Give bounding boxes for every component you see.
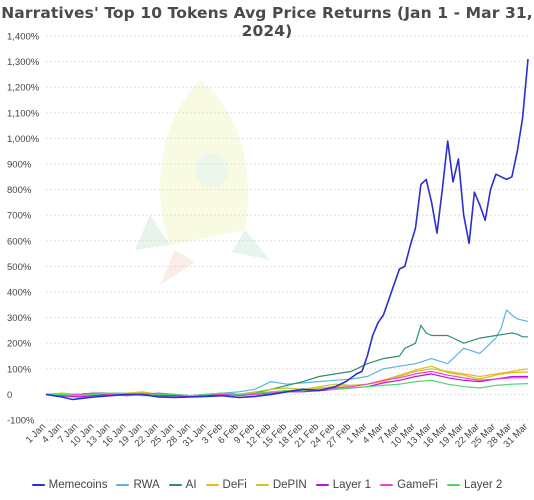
- series-lines: [45, 58, 529, 401]
- rocket-watermark-icon: [135, 80, 270, 285]
- grid-lines: [46, 35, 528, 421]
- series-line-memecoins: [45, 58, 529, 401]
- legend-label: RWA: [133, 479, 160, 491]
- y-tick-label: 1,300%: [7, 57, 40, 68]
- legend-label: Layer 1: [332, 479, 372, 491]
- y-tick-label: 600%: [7, 236, 32, 247]
- y-tick-label: 1,100%: [7, 108, 40, 119]
- legend-swatch: [446, 483, 460, 487]
- y-tick-label: 100%: [7, 364, 32, 375]
- legend-swatch: [380, 483, 394, 487]
- legend-label: Memecoins: [48, 479, 108, 491]
- y-tick-label: 500%: [7, 262, 32, 273]
- legend-label: AI: [185, 479, 197, 491]
- legend-item[interactable]: DePIN: [255, 479, 307, 491]
- chart-title: Narratives' Top 10 Tokens Avg Price Retu…: [1, 4, 533, 40]
- y-tick-label: 900%: [7, 160, 32, 171]
- y-tick-label: 1,400%: [7, 32, 40, 43]
- y-tick-label: 0: [7, 390, 12, 401]
- legend-swatch: [315, 483, 329, 487]
- legend-label: DeFi: [222, 479, 247, 491]
- legend-label: GameFi: [397, 479, 438, 491]
- y-tick-label: 800%: [7, 185, 32, 196]
- y-axis-tick-labels: -100% 0 100% 200% 300% 400% 500% 600% 700% 800% 90…: [7, 32, 40, 427]
- y-tick-label: 400%: [7, 288, 32, 299]
- y-tick-label: 1,000%: [7, 134, 40, 145]
- y-tick-label: 300%: [7, 313, 32, 324]
- y-tick-label: 1,200%: [7, 83, 40, 94]
- legend-swatch: [116, 483, 130, 487]
- legend-label: DePIN: [272, 479, 307, 491]
- legend-item[interactable]: GameFi: [380, 479, 438, 491]
- legend-swatch: [168, 483, 182, 487]
- legend-item[interactable]: Memecoins: [31, 479, 108, 491]
- legend-item[interactable]: Layer 2: [446, 479, 503, 491]
- legend-swatch: [31, 483, 45, 487]
- legend-item[interactable]: AI: [168, 479, 197, 491]
- legend: Memecoins RWA AI DeFi DePIN Layer 1 GameFi Laye…: [0, 479, 534, 491]
- y-tick-label: -100%: [7, 416, 35, 427]
- legend-item[interactable]: DeFi: [205, 479, 247, 491]
- series-line-depin: [45, 365, 529, 397]
- y-tick-label: 200%: [7, 339, 32, 350]
- legend-label: Layer 2: [463, 479, 503, 491]
- legend-item[interactable]: RWA: [116, 479, 160, 491]
- y-tick-label: 700%: [7, 211, 32, 222]
- legend-item[interactable]: Layer 1: [315, 479, 372, 491]
- legend-swatch: [205, 483, 219, 487]
- series-line-rwa: [45, 309, 529, 397]
- legend-swatch: [255, 483, 269, 487]
